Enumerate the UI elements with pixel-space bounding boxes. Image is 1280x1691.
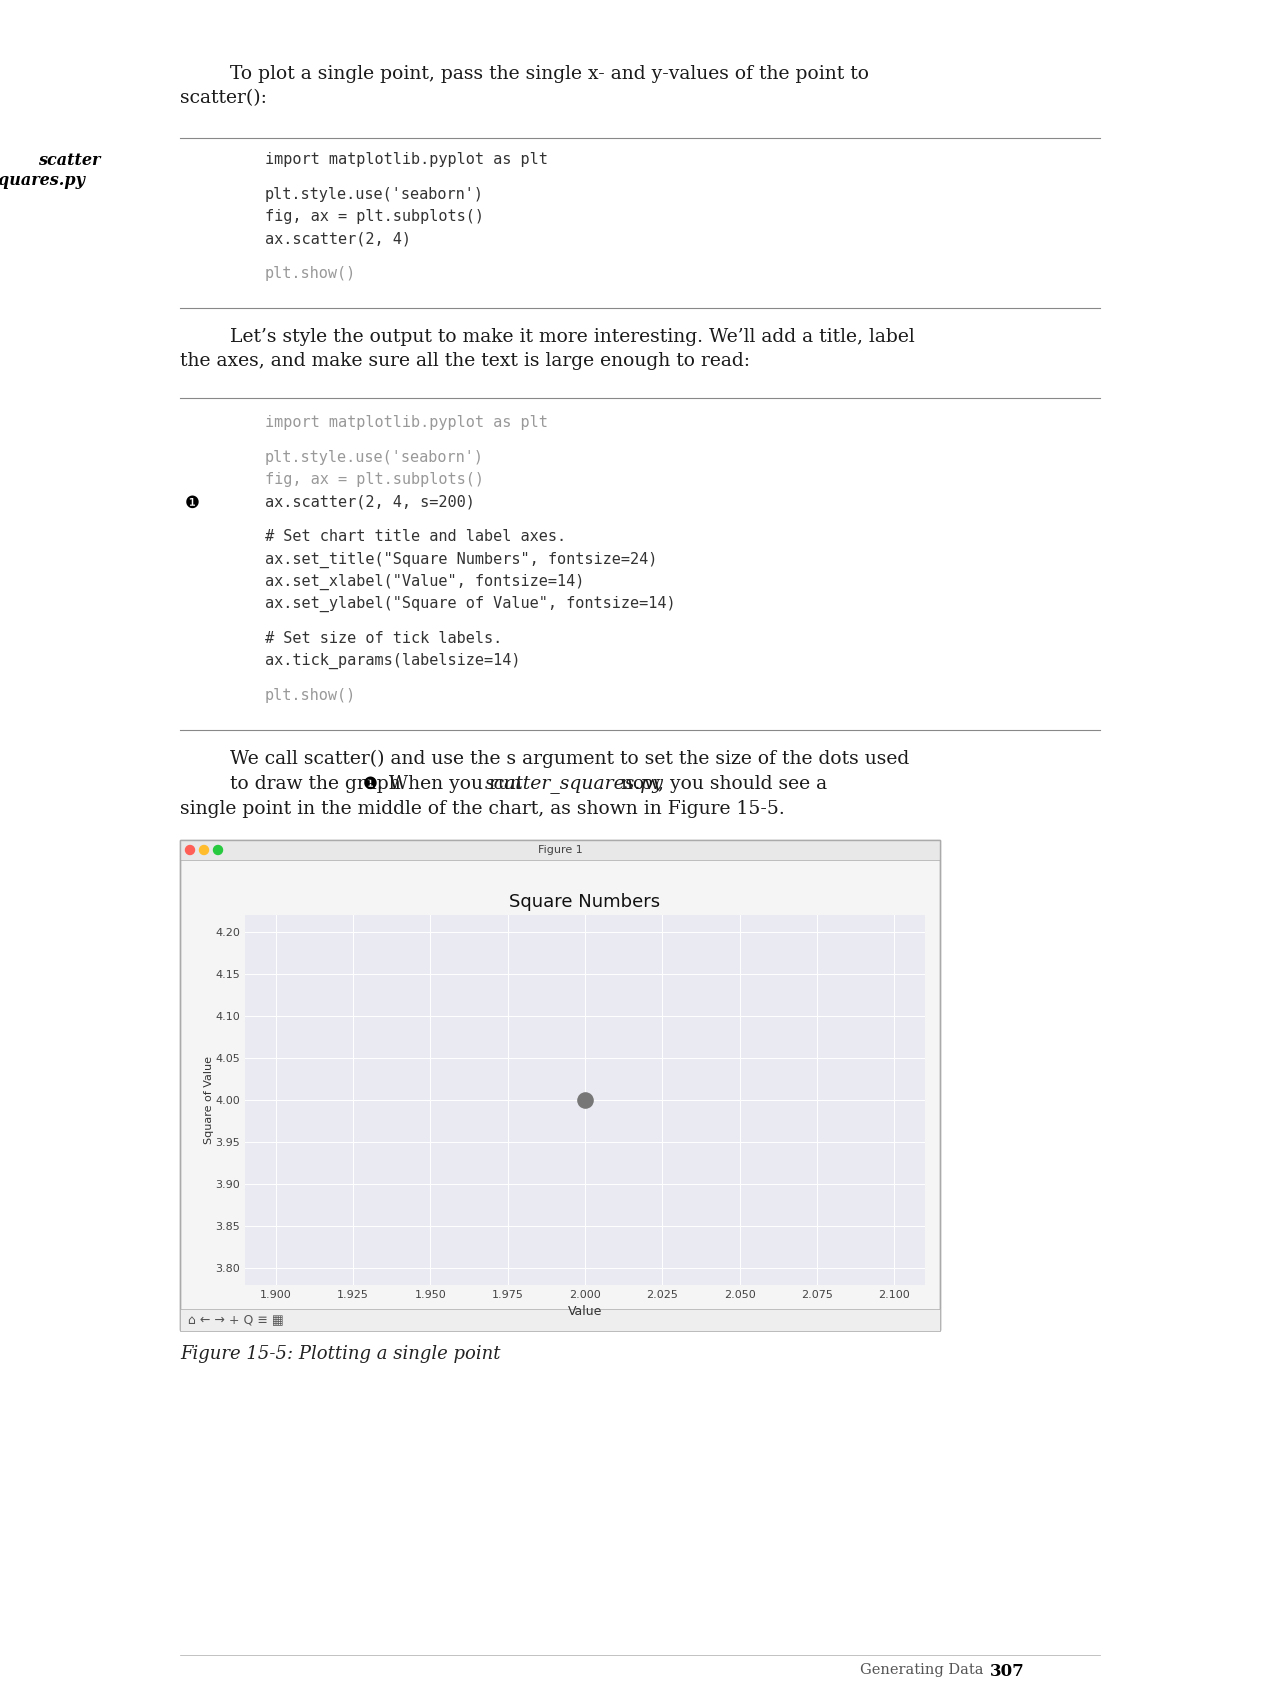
Point xyxy=(575,1087,595,1114)
Text: ❶: ❶ xyxy=(186,494,200,512)
Bar xyxy=(180,1309,940,1331)
Text: ax.scatter(2, 4, s=200): ax.scatter(2, 4, s=200) xyxy=(265,494,475,509)
Text: import matplotlib.pyplot as plt: import matplotlib.pyplot as plt xyxy=(265,414,548,430)
Text: To plot a single point, pass the single x- and y-values of the point to: To plot a single point, pass the single … xyxy=(230,64,869,83)
Circle shape xyxy=(200,846,209,854)
Bar xyxy=(180,840,940,1331)
Text: 307: 307 xyxy=(989,1662,1025,1679)
Text: # Set size of tick labels.: # Set size of tick labels. xyxy=(265,631,502,646)
Text: ❶: ❶ xyxy=(364,774,378,793)
Y-axis label: Square of Value: Square of Value xyxy=(204,1055,214,1145)
Text: Figure 15-5: Plotting a single point: Figure 15-5: Plotting a single point xyxy=(180,1344,500,1363)
Title: Square Numbers: Square Numbers xyxy=(509,893,660,911)
Text: We call scatter() and use the s argument to set the size of the dots used: We call scatter() and use the s argument… xyxy=(230,751,909,768)
Text: ax.set_ylabel("Square of Value", fontsize=14): ax.set_ylabel("Square of Value", fontsiz… xyxy=(265,595,676,612)
Text: scatter():: scatter(): xyxy=(180,90,266,107)
X-axis label: Value: Value xyxy=(568,1305,602,1319)
Text: now, you should see a: now, you should see a xyxy=(614,774,827,793)
Text: Figure 1: Figure 1 xyxy=(538,846,582,856)
Text: plt.style.use('seaborn'): plt.style.use('seaborn') xyxy=(265,450,484,465)
Text: plt.style.use('seaborn'): plt.style.use('seaborn') xyxy=(265,188,484,203)
Text: fig, ax = plt.subplots(): fig, ax = plt.subplots() xyxy=(265,210,484,225)
Text: scatter_squares.py: scatter_squares.py xyxy=(485,774,664,793)
Text: ax.scatter(2, 4): ax.scatter(2, 4) xyxy=(265,232,411,247)
Text: _squares.py: _squares.py xyxy=(0,172,84,189)
Text: the axes, and make sure all the text is large enough to read:: the axes, and make sure all the text is … xyxy=(180,352,750,370)
Circle shape xyxy=(186,846,195,854)
Text: # Set chart title and label axes.: # Set chart title and label axes. xyxy=(265,529,566,545)
Text: ax.set_xlabel("Value", fontsize=14): ax.set_xlabel("Value", fontsize=14) xyxy=(265,573,585,590)
Text: ax.tick_params(labelsize=14): ax.tick_params(labelsize=14) xyxy=(265,653,521,670)
Text: scatter: scatter xyxy=(37,152,100,169)
Text: . When you run: . When you run xyxy=(378,774,529,793)
Text: import matplotlib.pyplot as plt: import matplotlib.pyplot as plt xyxy=(265,152,548,167)
Text: ax.set_title("Square Numbers", fontsize=24): ax.set_title("Square Numbers", fontsize=… xyxy=(265,551,658,568)
Text: plt.show(): plt.show() xyxy=(265,688,356,703)
Text: plt.show(): plt.show() xyxy=(265,267,356,281)
Text: fig, ax = plt.subplots(): fig, ax = plt.subplots() xyxy=(265,472,484,487)
Text: Let’s style the output to make it more interesting. We’ll add a title, label: Let’s style the output to make it more i… xyxy=(230,328,915,347)
Circle shape xyxy=(214,846,223,854)
Text: to draw the graph: to draw the graph xyxy=(230,774,407,793)
Bar xyxy=(180,840,940,861)
Bar xyxy=(180,840,940,1331)
Text: single point in the middle of the chart, as shown in Figure 15-5.: single point in the middle of the chart,… xyxy=(180,800,785,818)
Text: Generating Data: Generating Data xyxy=(860,1662,983,1677)
Bar xyxy=(180,840,940,1311)
Text: ⌂ ← → + Q ≡ ▦: ⌂ ← → + Q ≡ ▦ xyxy=(188,1314,284,1326)
